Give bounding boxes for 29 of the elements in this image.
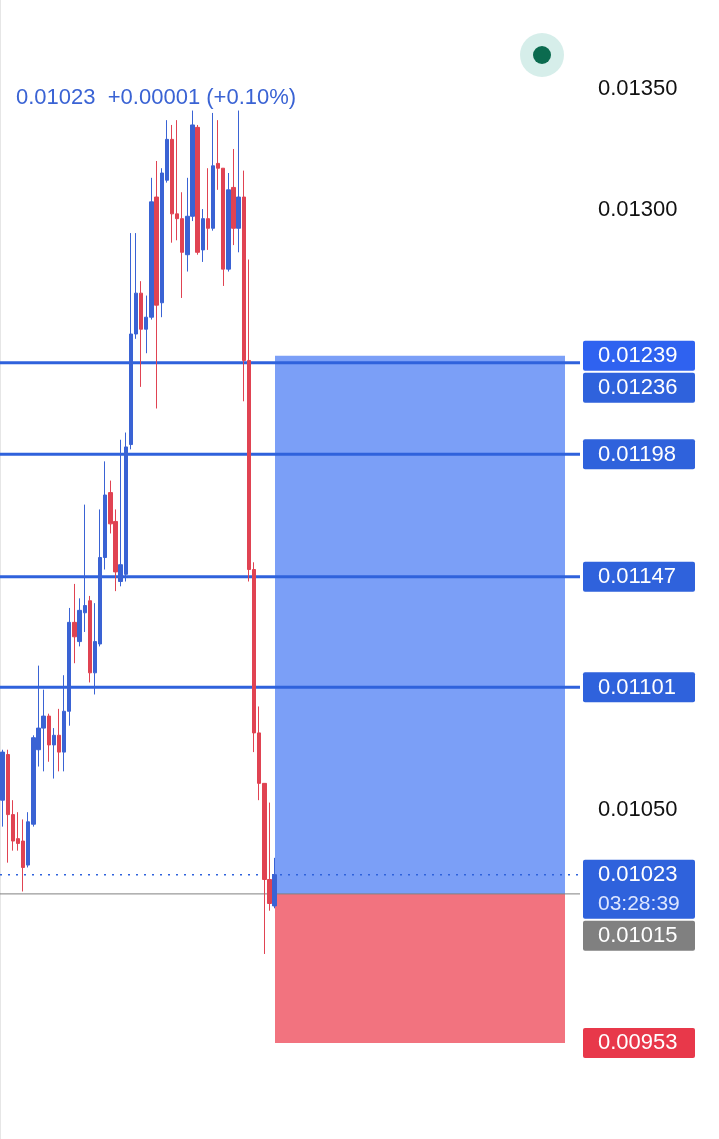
y-tick-label: 0.01350 [598,75,678,101]
candlestick [0,749,5,828]
candlestick [52,727,56,780]
candlestick [231,148,236,246]
candlestick [139,280,143,388]
candlestick [47,713,51,763]
candlestick [154,160,159,409]
candlestick [88,595,92,683]
candlestick [211,112,215,232]
candlestick [57,708,61,772]
y-tick-label: 0.01300 [598,195,678,221]
candlestick [236,110,241,253]
ref-line-label: 0.01101 [598,673,676,699]
band-label: 0.01239 [598,342,678,368]
candlestick [226,172,231,273]
candlestick [201,208,205,263]
ref-line-label: 0.01015 [598,922,678,948]
candlestick [272,857,277,909]
text: 03:28:39 [598,890,680,914]
y-tick-label: 0.01050 [598,796,678,822]
ref-line-label: 0.01236 [598,374,678,400]
ref-line-label: 0.01023 [598,861,678,887]
text: 0.01023 +0.00001 (+0.10%) [16,84,297,110]
candlestick [72,583,77,664]
ref-line-label: 0.01198 [598,440,676,466]
ref-line-label: 0.01147 [598,563,676,589]
candlestick [206,167,210,251]
band-label: 0.00953 [598,1029,678,1055]
candlestick [195,124,200,256]
